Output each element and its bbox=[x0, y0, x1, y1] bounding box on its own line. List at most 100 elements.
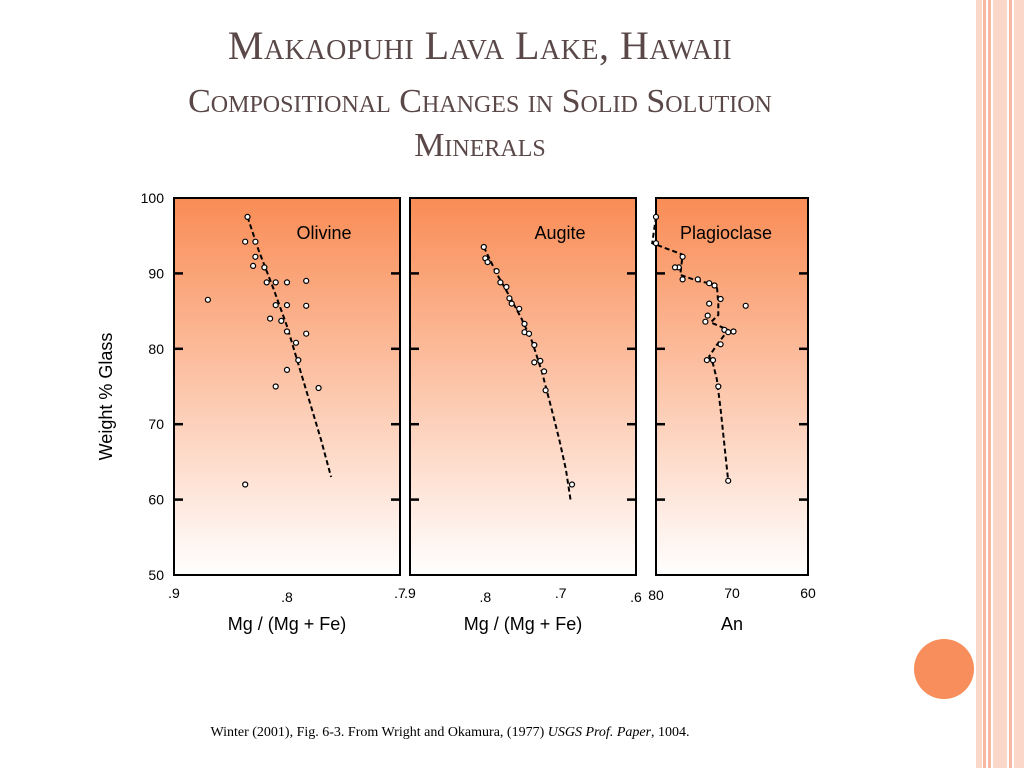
data-point bbox=[679, 253, 686, 260]
data-point bbox=[295, 357, 302, 364]
data-point bbox=[292, 339, 300, 346]
data-point bbox=[703, 357, 711, 364]
data-point bbox=[521, 320, 528, 327]
data-point bbox=[730, 328, 737, 335]
y-tick-label: 90 bbox=[148, 265, 164, 281]
data-point bbox=[704, 312, 711, 319]
x-tick-label: .8 bbox=[479, 589, 491, 605]
data-point bbox=[709, 357, 717, 364]
y-axis-label: Weight % Glass bbox=[96, 333, 116, 461]
data-point bbox=[252, 238, 259, 245]
data-point bbox=[525, 330, 533, 337]
panel-frame bbox=[655, 197, 809, 576]
data-point bbox=[303, 330, 310, 337]
caption-text: Winter (2001), Fig. 6-3. From Wright and… bbox=[210, 725, 548, 740]
data-point bbox=[671, 264, 679, 271]
decorative-stripes bbox=[976, 0, 1024, 768]
caption-journal: USGS Prof. Paper bbox=[547, 725, 652, 740]
data-point bbox=[506, 295, 513, 302]
data-point bbox=[272, 301, 279, 309]
data-point bbox=[503, 283, 510, 291]
x-tick-label: .8 bbox=[281, 589, 293, 605]
data-point bbox=[303, 302, 310, 309]
data-point bbox=[283, 279, 291, 286]
data-point bbox=[242, 238, 249, 245]
data-point bbox=[303, 277, 310, 285]
panel-olivine: .9 .8 .7 Mg / (Mg + Fe) Olivine bbox=[168, 197, 406, 634]
data-point bbox=[679, 276, 686, 283]
slide-title: Makaopuhi Lava Lake, Hawaii bbox=[227, 23, 733, 68]
data-point bbox=[493, 267, 500, 275]
panel-plagioclase: 80 70 60 An Plagioclase bbox=[648, 197, 816, 634]
data-point bbox=[694, 276, 701, 283]
trend-line bbox=[482, 246, 572, 500]
y-tick-label: 70 bbox=[148, 416, 164, 432]
data-point bbox=[531, 359, 538, 366]
mineral-composition-chart: .9 .8 .7 Mg / (Mg + Fe) Olivine .9 .8 .7 .6 Mg / … bbox=[96, 190, 816, 634]
data-point bbox=[204, 296, 211, 303]
data-point bbox=[252, 253, 259, 260]
data-point bbox=[706, 300, 713, 307]
data-point bbox=[725, 329, 732, 336]
data-point bbox=[242, 481, 249, 488]
data-point bbox=[568, 481, 576, 488]
data-point bbox=[652, 213, 660, 221]
panel-name: Olivine bbox=[296, 223, 351, 243]
x-tick-label: .9 bbox=[404, 585, 416, 601]
data-point bbox=[283, 328, 291, 335]
data-point bbox=[542, 387, 549, 394]
data-point bbox=[250, 262, 257, 270]
data-point bbox=[283, 366, 291, 373]
data-point bbox=[278, 317, 285, 324]
decorative-circle bbox=[914, 639, 974, 699]
subtitle-line-1: Compositional Changes in Solid Solution bbox=[188, 83, 772, 120]
panel-frame bbox=[409, 197, 637, 576]
y-tick-label: 60 bbox=[148, 492, 164, 508]
x-tick-label: .7 bbox=[555, 585, 567, 601]
data-point bbox=[706, 280, 713, 287]
subtitle-line-2: Minerals bbox=[414, 127, 546, 164]
data-point bbox=[315, 384, 322, 392]
data-point bbox=[702, 318, 709, 325]
data-point bbox=[480, 243, 487, 251]
y-tick-label: 80 bbox=[148, 341, 164, 357]
x-tick-label: .7 bbox=[394, 585, 406, 601]
data-point bbox=[272, 383, 279, 390]
data-point bbox=[261, 264, 268, 271]
data-point bbox=[717, 341, 724, 348]
panel-name: Augite bbox=[534, 223, 585, 243]
data-point bbox=[540, 368, 548, 375]
panel-name: Plagioclase bbox=[680, 223, 772, 243]
x-tick-label: .9 bbox=[168, 585, 180, 601]
data-point bbox=[516, 305, 523, 312]
data-point bbox=[484, 258, 491, 266]
data-point bbox=[711, 282, 718, 289]
y-tick-label: 100 bbox=[141, 190, 165, 206]
caption-volume: , 1004. bbox=[651, 725, 690, 740]
trend-line bbox=[651, 216, 730, 481]
x-tick-label: 60 bbox=[800, 585, 816, 601]
data-point bbox=[267, 315, 274, 322]
data-point bbox=[717, 295, 724, 303]
x-tick-label: 80 bbox=[648, 587, 664, 603]
x-tick-label: 70 bbox=[724, 585, 740, 601]
panel-frame bbox=[173, 197, 401, 576]
data-point bbox=[497, 279, 504, 286]
data-point bbox=[508, 300, 515, 307]
panel-augite: .9 .8 .7 .6 Mg / (Mg + Fe) Augite bbox=[404, 197, 642, 634]
slide-subtitle: Compositional Changes in Solid Solution … bbox=[0, 80, 960, 168]
data-point bbox=[715, 383, 722, 390]
y-tick-label: 50 bbox=[148, 567, 164, 583]
data-point bbox=[725, 477, 732, 484]
trend-line bbox=[246, 216, 333, 478]
figure-caption: Winter (2001), Fig. 6-3. From Wright and… bbox=[0, 725, 900, 741]
data-point bbox=[742, 302, 749, 309]
data-point bbox=[244, 213, 251, 221]
x-axis-label: Mg / (Mg + Fe) bbox=[464, 614, 583, 634]
data-point bbox=[272, 279, 279, 286]
data-point bbox=[283, 301, 291, 309]
data-point bbox=[537, 357, 544, 364]
data-point bbox=[652, 240, 660, 247]
data-point bbox=[531, 341, 538, 349]
x-axis-label: An bbox=[721, 614, 743, 634]
